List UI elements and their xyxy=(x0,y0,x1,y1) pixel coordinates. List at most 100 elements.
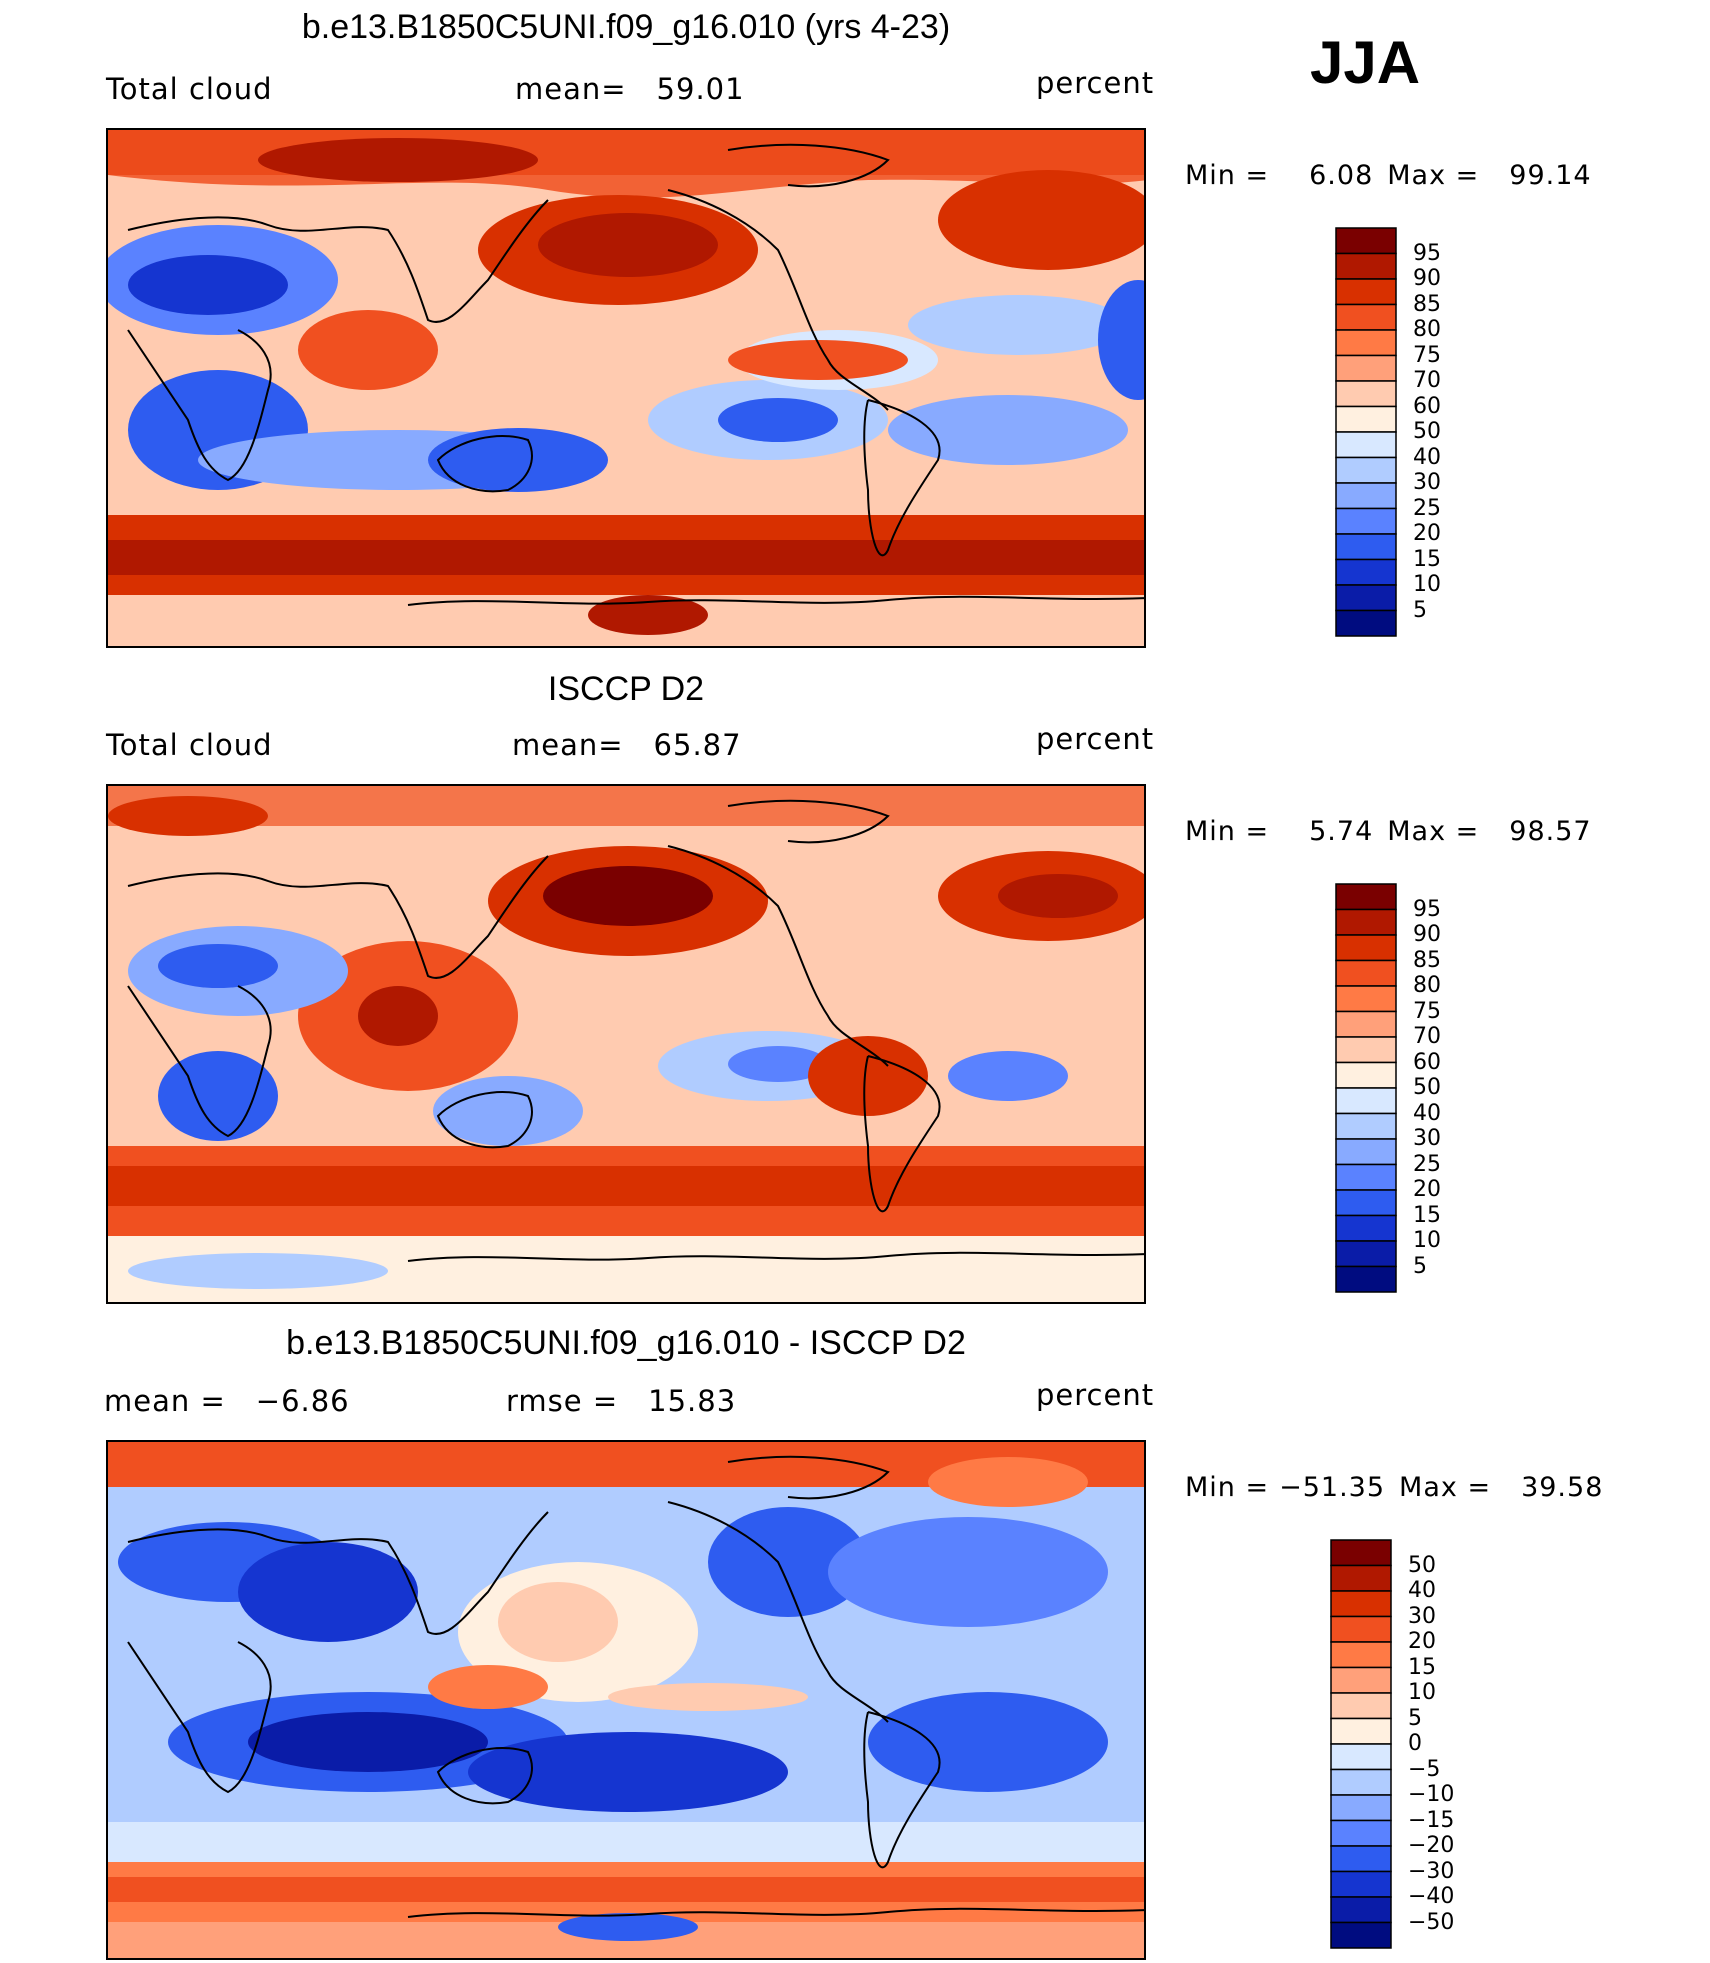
panel3-title: b.e13.B1850C5UNI.f09_g16.010 - ISCCP D2 xyxy=(286,1324,966,1362)
panel3-field-indian-core xyxy=(248,1712,488,1772)
colorbar-tick-label: 30 xyxy=(1413,470,1441,495)
panel3-rmse-value: 15.83 xyxy=(648,1384,737,1418)
colorbar-tick-label: −40 xyxy=(1408,1884,1455,1909)
panel1-field-antarctic-high xyxy=(588,595,708,635)
colorbar-swatch xyxy=(1335,1112,1397,1140)
panel2-coast-australia xyxy=(436,1091,533,1149)
colorbar-swatch xyxy=(1335,533,1397,561)
panel2-coast-greenland xyxy=(727,799,890,844)
colorbar-swatch xyxy=(1335,227,1397,255)
panel3-field-spacific-neg xyxy=(468,1732,788,1812)
colorbar-swatch xyxy=(1335,959,1397,987)
panel3-coast-eurasia xyxy=(127,1511,549,1635)
panel1-units-label: percent xyxy=(1036,66,1155,100)
colorbar-tick-label: −20 xyxy=(1408,1833,1455,1858)
colorbar-swatch xyxy=(1335,985,1397,1013)
panel3-rmse-label: rmse = 15.83 xyxy=(506,1384,736,1418)
colorbar-tick-label: 5 xyxy=(1413,597,1427,623)
colorbar-tick-label: −15 xyxy=(1408,1807,1455,1833)
colorbar-swatch xyxy=(1330,1641,1392,1669)
panel3-coast-antarctica xyxy=(407,1907,1144,1918)
panel1-field-natlantic-high xyxy=(938,170,1144,270)
panel2-mean-text: mean= xyxy=(512,728,624,762)
colorbar-tick-label: 5 xyxy=(1413,1253,1427,1279)
colorbar-tick-label: 20 xyxy=(1413,521,1441,546)
panel2-field-brazil-low xyxy=(948,1051,1068,1101)
panel1-coast-greenland xyxy=(727,143,890,188)
colorbar-swatch xyxy=(1335,303,1397,331)
panel2-coast-namerica xyxy=(667,845,889,1067)
panel3-map-svg xyxy=(108,1442,1144,1958)
colorbar-tick-label: 30 xyxy=(1413,1126,1441,1151)
colorbar-swatch xyxy=(1335,1087,1397,1115)
panel2-coast-samerica xyxy=(863,1055,941,1213)
colorbar-swatch xyxy=(1335,278,1397,306)
colorbar-tick-label: 80 xyxy=(1413,317,1441,342)
colorbar-swatch xyxy=(1335,354,1397,382)
colorbar-swatch xyxy=(1330,1692,1392,1720)
panel3-max-label: Max = xyxy=(1399,1472,1492,1503)
colorbar-swatch xyxy=(1335,934,1397,962)
panel1-field-natlantic-low xyxy=(908,295,1128,355)
colorbar-swatch xyxy=(1330,1539,1392,1567)
colorbar-swatch xyxy=(1330,1845,1392,1873)
colorbar-swatch xyxy=(1335,609,1397,637)
colorbar-tick-label: 40 xyxy=(1408,1578,1436,1603)
panel2-mean-value: 65.87 xyxy=(653,728,742,762)
panel1-map xyxy=(106,128,1146,648)
colorbar-swatch xyxy=(1335,1036,1397,1064)
colorbar-swatch xyxy=(1335,1189,1397,1217)
panel3-coast-samerica xyxy=(863,1711,941,1869)
panel1-min-value: 6.08 xyxy=(1309,160,1374,191)
panel2-field-monsoon-core xyxy=(358,986,438,1046)
panel3-field-itcz-pos xyxy=(608,1683,808,1711)
panel1-coast-australia xyxy=(436,435,533,493)
colorbar-tick-label: 25 xyxy=(1413,1151,1441,1177)
panel1-max-label: Max = xyxy=(1387,160,1480,191)
colorbar-tick-label: 15 xyxy=(1408,1654,1436,1680)
panel3-field-southern-core xyxy=(108,1877,1144,1902)
colorbar-tick-label: 20 xyxy=(1413,1177,1441,1202)
panel2-field-southern-core xyxy=(108,1166,1144,1206)
panel2-coast-eurasia xyxy=(127,855,549,979)
colorbar-tick-label: 80 xyxy=(1413,973,1441,998)
panel1-coast-namerica xyxy=(667,189,889,411)
panel1-coast-eurasia xyxy=(127,199,549,323)
panel1-min-label: Min = xyxy=(1185,160,1270,191)
colorbar-tick-label: 70 xyxy=(1413,368,1441,393)
panel2-coast-africa xyxy=(127,985,272,1138)
panel2-map-svg xyxy=(108,786,1144,1302)
colorbar-tick-label: 20 xyxy=(1408,1629,1436,1654)
colorbar-swatch xyxy=(1335,1010,1397,1038)
panel1-coast-africa xyxy=(127,329,272,482)
panel3-field-greenland-pos xyxy=(928,1457,1088,1507)
panel2-coast-antarctica xyxy=(407,1251,1144,1262)
colorbar-svg xyxy=(1335,227,1397,637)
panel1-field-bay-bengal xyxy=(298,310,438,390)
panel1-title: b.e13.B1850C5UNI.f09_g16.010 (yrs 4-23) xyxy=(301,8,951,46)
colorbar-swatch xyxy=(1335,456,1397,484)
colorbar-swatch xyxy=(1335,405,1397,433)
colorbar-tick-label: 15 xyxy=(1413,546,1441,572)
panel2-coastlines xyxy=(127,799,1144,1262)
colorbar-swatch xyxy=(1330,1896,1392,1924)
colorbar-tick-label: 50 xyxy=(1413,1075,1441,1100)
panel3-coast-australia xyxy=(436,1747,533,1805)
panel1-field-southern-core xyxy=(108,540,1144,575)
panel3-units-label: percent xyxy=(1036,1378,1155,1412)
panel3-map xyxy=(106,1440,1146,1960)
colorbar-tick-label: 0 xyxy=(1408,1731,1422,1756)
panel2-field-epacific-core xyxy=(728,1046,828,1082)
colorbar-tick-label: 95 xyxy=(1413,240,1441,266)
colorbar-tick-label: 25 xyxy=(1413,495,1441,521)
colorbar-swatch xyxy=(1330,1717,1392,1745)
colorbar-tick-label: 15 xyxy=(1413,1202,1441,1228)
panel2-field-safrica-low xyxy=(158,1051,278,1141)
panel3-mean-value: −6.86 xyxy=(255,1384,350,1418)
colorbar-swatch xyxy=(1335,883,1397,911)
panel2-field-natlantic-core xyxy=(998,874,1118,918)
panel2-min-label: Min = xyxy=(1185,816,1270,847)
colorbar-swatch xyxy=(1335,507,1397,535)
panel3-field-midlat-neutral xyxy=(108,1822,1144,1862)
